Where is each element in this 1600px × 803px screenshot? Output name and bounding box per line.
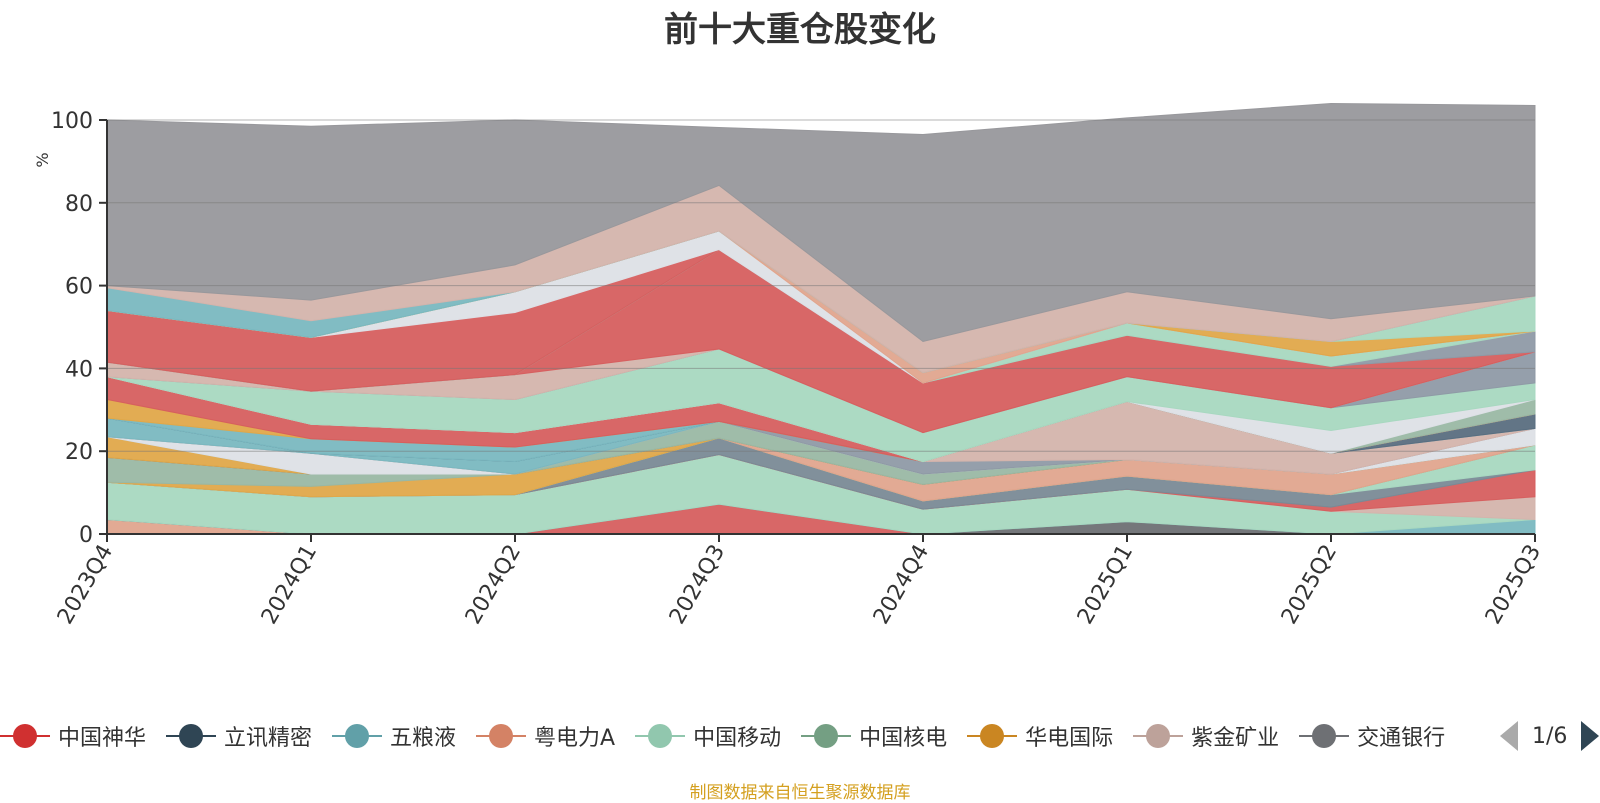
legend-label: 紫金矿业 — [1191, 726, 1280, 751]
x-tick-label-2025Q2: 2025Q2 — [1277, 541, 1342, 629]
legend-marker-icon — [332, 724, 383, 748]
legend-item[interactable]: 华电国际 — [967, 718, 1113, 754]
legend-item[interactable]: 五粮液 — [332, 718, 456, 754]
legend-item[interactable]: 立讯精密 — [166, 718, 312, 754]
legend-marker-icon — [1133, 724, 1184, 748]
x-tick-label-2024Q2: 2024Q2 — [461, 541, 526, 629]
legend-label: 中国神华 — [58, 726, 147, 751]
legend-item[interactable]: 紫金矿业 — [1133, 718, 1279, 754]
legend-item[interactable]: 中国神华 — [0, 718, 146, 754]
x-tick-label-2024Q1: 2024Q1 — [257, 541, 322, 629]
legend-marker-icon — [801, 724, 852, 748]
chart-title: 前十大重仓股变化 — [664, 10, 936, 50]
area-layer — [106, 102, 1536, 535]
legend-marker-icon — [1299, 724, 1350, 748]
legend-marker-icon — [635, 724, 686, 748]
y-tick-label-0: 0 — [79, 523, 93, 548]
legend-item[interactable]: 交通银行 — [1299, 718, 1445, 754]
legend-marker-icon — [967, 724, 1018, 748]
legend-pager: 1/6 — [1500, 718, 1600, 754]
y-tick-label-40: 40 — [65, 357, 93, 382]
legend: 中国神华 立讯精密 五粮液 粤电力A 中国移动 中国核电 华电国际 紫金矿业 交通银行 — [0, 718, 1490, 754]
legend-prev-button[interactable] — [1500, 721, 1518, 751]
y-axis-label: % — [33, 152, 52, 167]
area-其他-38 — [106, 102, 1536, 343]
legend-page-indicator: 1/6 — [1532, 723, 1568, 749]
legend-label: 粤电力A — [534, 726, 616, 751]
legend-item[interactable]: 中国移动 — [635, 718, 781, 754]
y-tick-label-100: 100 — [51, 109, 93, 134]
legend-next-button[interactable] — [1581, 721, 1600, 751]
legend-label: 五粮液 — [390, 726, 457, 751]
legend-label: 华电国际 — [1025, 726, 1114, 751]
y-tick-label-60: 60 — [65, 275, 93, 300]
x-tick-label-2024Q4: 2024Q4 — [869, 541, 934, 629]
y-tick-label-20: 20 — [65, 440, 93, 465]
source-note: 制图数据来自恒生聚源数据库 — [689, 783, 911, 803]
x-tick-label-2023Q4: 2023Q4 — [53, 541, 118, 629]
legend-marker-icon — [476, 724, 527, 748]
x-tick-label-2025Q1: 2025Q1 — [1073, 541, 1138, 629]
legend-label: 立讯精密 — [224, 726, 313, 751]
legend-label: 交通银行 — [1357, 726, 1446, 751]
y-tick-label-80: 80 — [65, 192, 93, 217]
x-tick-label-2025Q3: 2025Q3 — [1481, 541, 1546, 629]
legend-item[interactable]: 中国核电 — [801, 718, 947, 754]
legend-label: 中国移动 — [693, 726, 782, 751]
legend-marker-icon — [0, 724, 50, 748]
legend-item[interactable]: 粤电力A — [476, 718, 615, 754]
legend-marker-icon — [166, 724, 217, 748]
x-tick-label-2024Q3: 2024Q3 — [665, 541, 730, 629]
legend-label: 中国核电 — [859, 726, 948, 751]
